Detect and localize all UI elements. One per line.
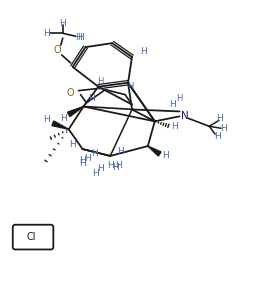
Polygon shape	[68, 106, 83, 116]
Text: H: H	[92, 169, 99, 178]
Polygon shape	[148, 146, 161, 156]
Text: Cl: Cl	[26, 232, 36, 242]
Text: O: O	[67, 88, 74, 98]
Text: H: H	[112, 163, 119, 172]
Text: H: H	[44, 29, 50, 38]
Text: N: N	[181, 111, 188, 121]
Text: H: H	[44, 115, 50, 124]
Text: H: H	[169, 100, 176, 109]
Text: H: H	[140, 47, 147, 56]
Text: H: H	[107, 161, 114, 170]
Text: H: H	[162, 151, 169, 161]
Text: O: O	[54, 45, 62, 55]
Text: H: H	[97, 164, 104, 173]
Text: H: H	[214, 132, 220, 141]
Text: H: H	[79, 156, 86, 165]
Text: H: H	[77, 33, 84, 42]
Text: H: H	[91, 150, 98, 158]
Text: H: H	[97, 77, 103, 86]
Text: H: H	[60, 114, 67, 123]
Text: H: H	[59, 19, 66, 28]
Text: H: H	[79, 159, 86, 168]
Text: H: H	[127, 82, 133, 91]
Text: H: H	[88, 94, 95, 103]
Text: H: H	[117, 147, 124, 156]
FancyBboxPatch shape	[13, 225, 53, 250]
Text: H: H	[176, 94, 183, 103]
Text: H: H	[171, 122, 178, 131]
Polygon shape	[52, 121, 69, 129]
Text: H: H	[84, 154, 91, 164]
Text: H: H	[220, 124, 227, 133]
Text: H: H	[69, 140, 76, 149]
Text: H: H	[75, 33, 82, 42]
Text: H: H	[216, 114, 223, 123]
Text: H: H	[115, 161, 121, 170]
